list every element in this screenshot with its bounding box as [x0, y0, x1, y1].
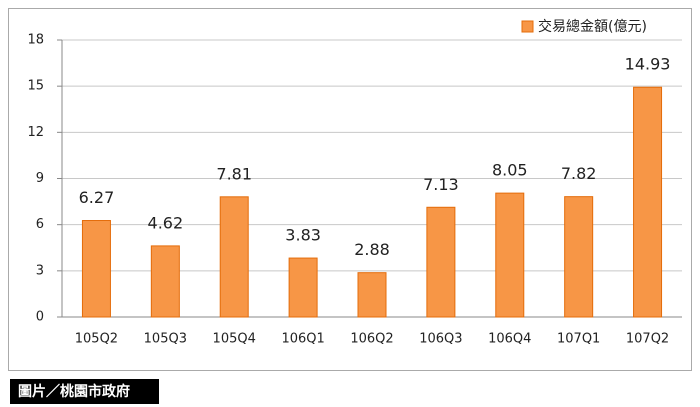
- bar: [288, 257, 318, 318]
- x-tick-label: 106Q1: [281, 332, 324, 347]
- data-label: 7.13: [423, 175, 459, 194]
- data-label: 3.83: [285, 226, 321, 245]
- bar: [150, 245, 180, 318]
- x-tick-label: 107Q1: [557, 332, 600, 347]
- data-label: 4.62: [148, 213, 184, 232]
- data-label: 8.05: [492, 161, 528, 180]
- legend-swatch: [521, 20, 534, 33]
- caption: 圖片／桃園市政府: [18, 383, 130, 400]
- data-label: 14.93: [625, 55, 671, 74]
- data-label: 7.81: [216, 164, 252, 183]
- bar: [564, 196, 594, 318]
- bar: [426, 206, 456, 318]
- y-tick-label: 6: [36, 217, 44, 232]
- x-tick-label: 105Q2: [75, 332, 118, 347]
- x-tick-label: 106Q2: [350, 332, 393, 347]
- data-label: 6.27: [79, 188, 115, 207]
- x-tick-label: 106Q4: [488, 332, 531, 347]
- bar: [81, 220, 111, 318]
- x-tick-label: 105Q4: [213, 332, 256, 347]
- data-label: 7.82: [561, 164, 597, 183]
- bar: [495, 192, 525, 318]
- bar: [357, 272, 387, 318]
- data-label: 2.88: [354, 240, 390, 259]
- x-tick-label: 106Q3: [419, 332, 462, 347]
- y-tick-label: 18: [27, 33, 44, 48]
- y-tick-label: 9: [36, 171, 44, 186]
- x-tick-label: 105Q3: [144, 332, 187, 347]
- legend-label: 交易總金額(億元): [538, 18, 647, 35]
- y-tick-label: 3: [36, 263, 44, 278]
- y-tick-label: 0: [36, 310, 44, 325]
- y-tick-label: 15: [27, 79, 44, 94]
- x-tick-label: 107Q2: [626, 332, 669, 347]
- caption-box: [10, 379, 159, 404]
- bar: [219, 196, 249, 318]
- bar: [633, 86, 663, 318]
- y-tick-label: 12: [27, 125, 44, 140]
